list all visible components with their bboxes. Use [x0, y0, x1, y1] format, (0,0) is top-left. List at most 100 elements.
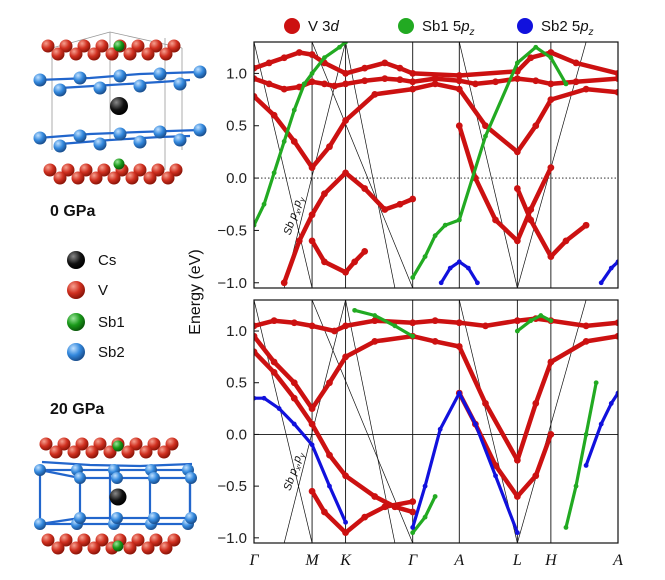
panel-frame — [253, 299, 619, 544]
band-point — [326, 451, 333, 459]
band-series-sb1-5pz — [254, 82, 306, 227]
kpoint-label: Γ — [248, 552, 259, 569]
sb2-atom — [113, 69, 127, 83]
band-point — [361, 64, 369, 72]
band-point — [582, 337, 590, 345]
structure-0gpa — [33, 31, 207, 185]
sb2-atom — [73, 71, 87, 85]
sb2-atom — [53, 83, 67, 97]
band-point — [583, 463, 589, 468]
band-point — [572, 59, 580, 67]
v-atom — [51, 47, 65, 61]
band-point — [547, 164, 555, 171]
thin-band-line — [254, 42, 313, 288]
band-point — [392, 323, 398, 329]
band-point — [331, 327, 338, 335]
v-atom — [59, 533, 73, 547]
v-atom — [75, 437, 89, 451]
sb-pxpy-annotation: Sb px,py — [282, 450, 308, 493]
band-point — [409, 78, 417, 86]
cs-atom — [110, 97, 128, 115]
band-point — [308, 420, 316, 428]
v-atom — [95, 533, 109, 547]
band-point — [321, 190, 328, 198]
band-point — [410, 333, 416, 339]
band-point — [342, 80, 349, 88]
sb1-atom — [112, 440, 124, 452]
sb1-atom — [113, 40, 125, 52]
v-atom — [133, 163, 147, 177]
band-point — [337, 44, 342, 50]
band-point — [342, 353, 349, 361]
band-point — [532, 77, 540, 85]
cs-atom — [109, 488, 127, 506]
band-point — [270, 358, 278, 366]
band-point — [432, 494, 438, 499]
band-point — [432, 233, 438, 239]
band-point — [583, 432, 589, 437]
band-series-v-3d — [254, 50, 618, 78]
y-tick-label: 0.0 — [226, 426, 247, 443]
band-point — [342, 529, 349, 537]
band-point — [548, 318, 554, 324]
sb2-atom — [133, 79, 147, 93]
v-atom — [41, 533, 55, 547]
band-point — [410, 275, 416, 280]
band-point — [538, 313, 544, 318]
band-point — [455, 77, 463, 85]
legend-label-sb1: Sb1 5pz — [422, 18, 475, 38]
band-point — [295, 237, 303, 245]
sb2-atom — [33, 131, 47, 145]
band-point — [431, 75, 439, 83]
band-point — [254, 75, 258, 83]
v-atom — [167, 39, 181, 53]
band-point — [422, 254, 428, 259]
band-point — [472, 421, 478, 427]
structure-20gpa — [34, 437, 197, 555]
v-atom — [151, 163, 165, 177]
v-atom — [87, 541, 101, 555]
band-point — [381, 206, 389, 213]
v-atom — [131, 39, 145, 53]
band-point — [409, 70, 417, 77]
band-point — [431, 337, 439, 345]
band-panel-0gpa: 1.0 0.5 0.0 −0.5 −1.0 Sb px,py — [217, 41, 619, 292]
band-point — [456, 259, 462, 265]
band-point — [342, 70, 349, 77]
v-atom — [49, 445, 63, 459]
y-tick-label: −1.0 — [217, 275, 247, 292]
band-point — [321, 258, 328, 266]
band-series-sb1-5pz — [457, 45, 568, 222]
v-atom — [149, 533, 163, 547]
band-point — [409, 195, 417, 203]
thin-band-line — [254, 300, 313, 543]
v-atom — [143, 171, 157, 185]
band-point — [455, 319, 463, 327]
sb2-atom — [153, 67, 167, 81]
v-atom — [123, 47, 137, 61]
legend-label-sb2: Sb2 5pz — [541, 18, 594, 38]
sb2-atom — [185, 472, 197, 484]
sb2-atom — [74, 472, 86, 484]
v-atom — [165, 437, 179, 451]
v-atom — [161, 171, 175, 185]
band-point — [301, 81, 307, 87]
thin-band-line — [283, 300, 346, 543]
kpoint-label: L — [512, 552, 522, 569]
band-point — [280, 279, 288, 287]
sb2-atom — [133, 135, 147, 149]
v-atom — [129, 437, 143, 451]
atom-label-sb2: Sb2 — [98, 344, 125, 361]
band-point — [563, 525, 569, 530]
band-point — [614, 88, 618, 96]
panel-frame — [253, 41, 619, 289]
sb2-atom — [93, 137, 107, 151]
band-point — [547, 253, 555, 260]
band-point — [438, 280, 444, 286]
v-atom — [41, 39, 55, 53]
v-atom — [121, 445, 135, 459]
v-atom — [93, 437, 107, 451]
legend-label-v3d: V 3d — [308, 18, 340, 35]
band-series-v-3d — [309, 489, 415, 535]
